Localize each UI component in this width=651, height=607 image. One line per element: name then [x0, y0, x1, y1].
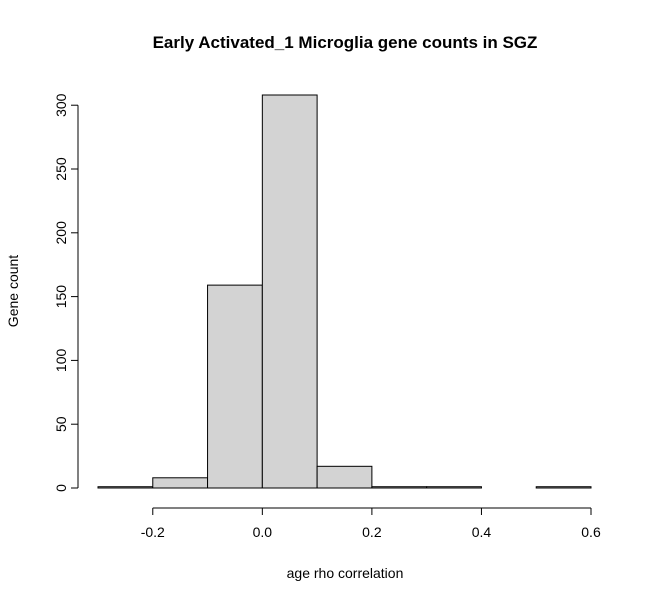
bars-layer [97, 94, 592, 489]
histogram-bar [261, 94, 318, 489]
y-tick-label: 50 [53, 416, 69, 432]
y-tick-label: 100 [53, 349, 69, 373]
histogram-bar [207, 284, 263, 489]
y-axis: 0 50 100 150 200 250 300 [53, 93, 79, 492]
histogram-bar [371, 486, 428, 489]
y-axis-label: Gene count [5, 255, 21, 327]
x-tick-label: -0.2 [141, 524, 165, 540]
histogram-bar [152, 477, 209, 489]
x-tick-label: 0.0 [253, 524, 273, 540]
chart-title: Early Activated_1 Microglia gene counts … [153, 33, 538, 52]
y-tick-label: 300 [53, 93, 69, 117]
histogram-bar [426, 486, 482, 489]
y-tick-label: 150 [53, 285, 69, 309]
x-axis-label: age rho correlation [287, 565, 404, 581]
histogram-bar [316, 465, 373, 489]
x-tick-label: 0.4 [472, 524, 492, 540]
y-tick-label: 200 [53, 221, 69, 245]
histogram-bar [535, 486, 592, 489]
y-tick-label: 0 [53, 484, 69, 492]
x-tick-label: 0.6 [581, 524, 601, 540]
y-tick-label: 250 [53, 157, 69, 181]
x-tick-label: 0.2 [362, 524, 382, 540]
x-axis: -0.2 0.0 0.2 0.4 0.6 [141, 507, 601, 540]
histogram-bar [97, 486, 154, 489]
